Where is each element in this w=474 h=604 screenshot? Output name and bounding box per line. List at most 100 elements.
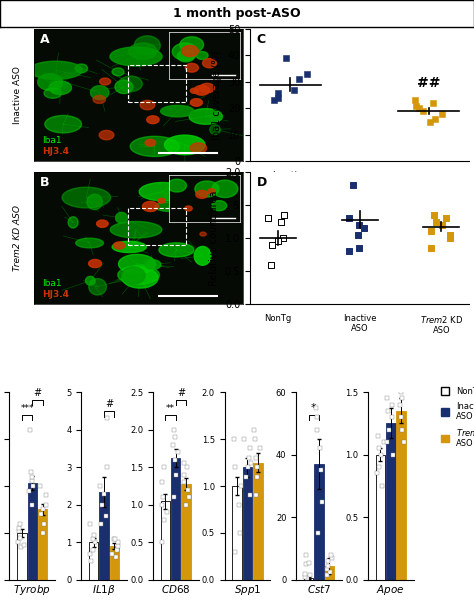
Point bbox=[443, 213, 450, 223]
Text: B: B bbox=[40, 176, 49, 189]
Text: HJ3.4: HJ3.4 bbox=[42, 290, 69, 299]
Polygon shape bbox=[100, 78, 110, 85]
Point bbox=[388, 413, 395, 422]
Point bbox=[90, 545, 97, 554]
Point bbox=[159, 492, 167, 502]
Polygon shape bbox=[194, 85, 210, 95]
Point bbox=[438, 220, 446, 230]
Text: ##: ## bbox=[417, 76, 440, 90]
Polygon shape bbox=[129, 43, 157, 59]
Point bbox=[419, 106, 427, 116]
Polygon shape bbox=[190, 88, 199, 94]
Text: #: # bbox=[177, 388, 185, 398]
Point bbox=[274, 93, 282, 103]
Point bbox=[113, 553, 120, 562]
Point bbox=[18, 542, 25, 552]
Polygon shape bbox=[210, 125, 220, 135]
Bar bbox=[109, 546, 119, 580]
Polygon shape bbox=[118, 76, 142, 92]
Point bbox=[277, 217, 284, 226]
Point bbox=[28, 477, 36, 486]
Point bbox=[103, 414, 111, 423]
Point bbox=[113, 545, 120, 554]
Point bbox=[323, 564, 330, 574]
Point bbox=[160, 515, 168, 525]
Point bbox=[356, 243, 363, 253]
Point bbox=[28, 472, 36, 481]
Polygon shape bbox=[145, 140, 156, 146]
Point bbox=[246, 444, 254, 454]
Bar bbox=[181, 484, 191, 580]
Polygon shape bbox=[130, 137, 179, 156]
Polygon shape bbox=[194, 246, 211, 265]
Point bbox=[252, 434, 259, 444]
Point bbox=[181, 477, 188, 487]
Point bbox=[302, 550, 310, 560]
Polygon shape bbox=[122, 267, 145, 284]
Y-axis label: Relative count/area: Relative count/area bbox=[209, 190, 219, 286]
Point bbox=[383, 437, 391, 447]
Polygon shape bbox=[191, 98, 202, 106]
Point bbox=[184, 485, 192, 495]
Point bbox=[109, 549, 116, 559]
Point bbox=[361, 223, 368, 233]
Point bbox=[282, 53, 290, 63]
Point bbox=[313, 413, 320, 422]
Point bbox=[429, 98, 437, 108]
Point bbox=[290, 85, 298, 95]
Point bbox=[39, 528, 47, 538]
Bar bbox=[38, 509, 47, 580]
Point bbox=[86, 549, 94, 559]
Point bbox=[354, 230, 362, 240]
Point bbox=[378, 481, 385, 491]
Point bbox=[40, 519, 48, 528]
Point bbox=[398, 425, 405, 434]
Point bbox=[245, 453, 253, 463]
X-axis label: $\it{Cst7}$: $\it{Cst7}$ bbox=[307, 583, 331, 594]
Point bbox=[98, 519, 105, 528]
Point bbox=[375, 463, 383, 472]
Point bbox=[398, 387, 405, 397]
Point bbox=[99, 500, 106, 510]
Text: #: # bbox=[34, 388, 42, 398]
Point bbox=[349, 181, 356, 190]
Point bbox=[42, 490, 49, 500]
Polygon shape bbox=[189, 109, 222, 124]
Point bbox=[97, 481, 104, 491]
Point bbox=[389, 450, 397, 460]
Polygon shape bbox=[147, 116, 159, 124]
Point bbox=[237, 528, 244, 538]
Point bbox=[88, 556, 95, 566]
Polygon shape bbox=[110, 47, 162, 66]
Polygon shape bbox=[68, 217, 78, 228]
Point bbox=[180, 470, 188, 480]
Point bbox=[378, 450, 385, 460]
Polygon shape bbox=[139, 182, 186, 201]
Point bbox=[346, 213, 353, 223]
Point bbox=[323, 570, 330, 580]
Point bbox=[254, 472, 261, 481]
X-axis label: $\it{Spp1}$: $\it{Spp1}$ bbox=[234, 583, 261, 597]
Point bbox=[158, 538, 166, 547]
Point bbox=[279, 233, 287, 243]
Bar bbox=[375, 455, 385, 580]
Point bbox=[385, 425, 392, 434]
Polygon shape bbox=[112, 242, 146, 252]
Point bbox=[319, 497, 326, 507]
Point bbox=[28, 500, 36, 510]
Bar bbox=[386, 423, 395, 580]
Point bbox=[314, 528, 322, 538]
X-axis label: $\it{IL1\beta}$: $\it{IL1\beta}$ bbox=[92, 583, 116, 597]
Polygon shape bbox=[87, 194, 102, 210]
Polygon shape bbox=[89, 278, 107, 295]
Point bbox=[252, 453, 260, 463]
Point bbox=[27, 467, 35, 477]
Legend: NonTg, Inactive
ASO, $\it{Trem2}$ KD
ASO: NonTg, Inactive ASO, $\it{Trem2}$ KD ASO bbox=[441, 387, 474, 448]
Polygon shape bbox=[85, 277, 95, 285]
Point bbox=[428, 243, 435, 253]
Polygon shape bbox=[97, 220, 108, 227]
Polygon shape bbox=[49, 81, 72, 94]
Bar bbox=[128, 208, 186, 245]
Polygon shape bbox=[182, 69, 196, 77]
Bar bbox=[232, 486, 242, 580]
